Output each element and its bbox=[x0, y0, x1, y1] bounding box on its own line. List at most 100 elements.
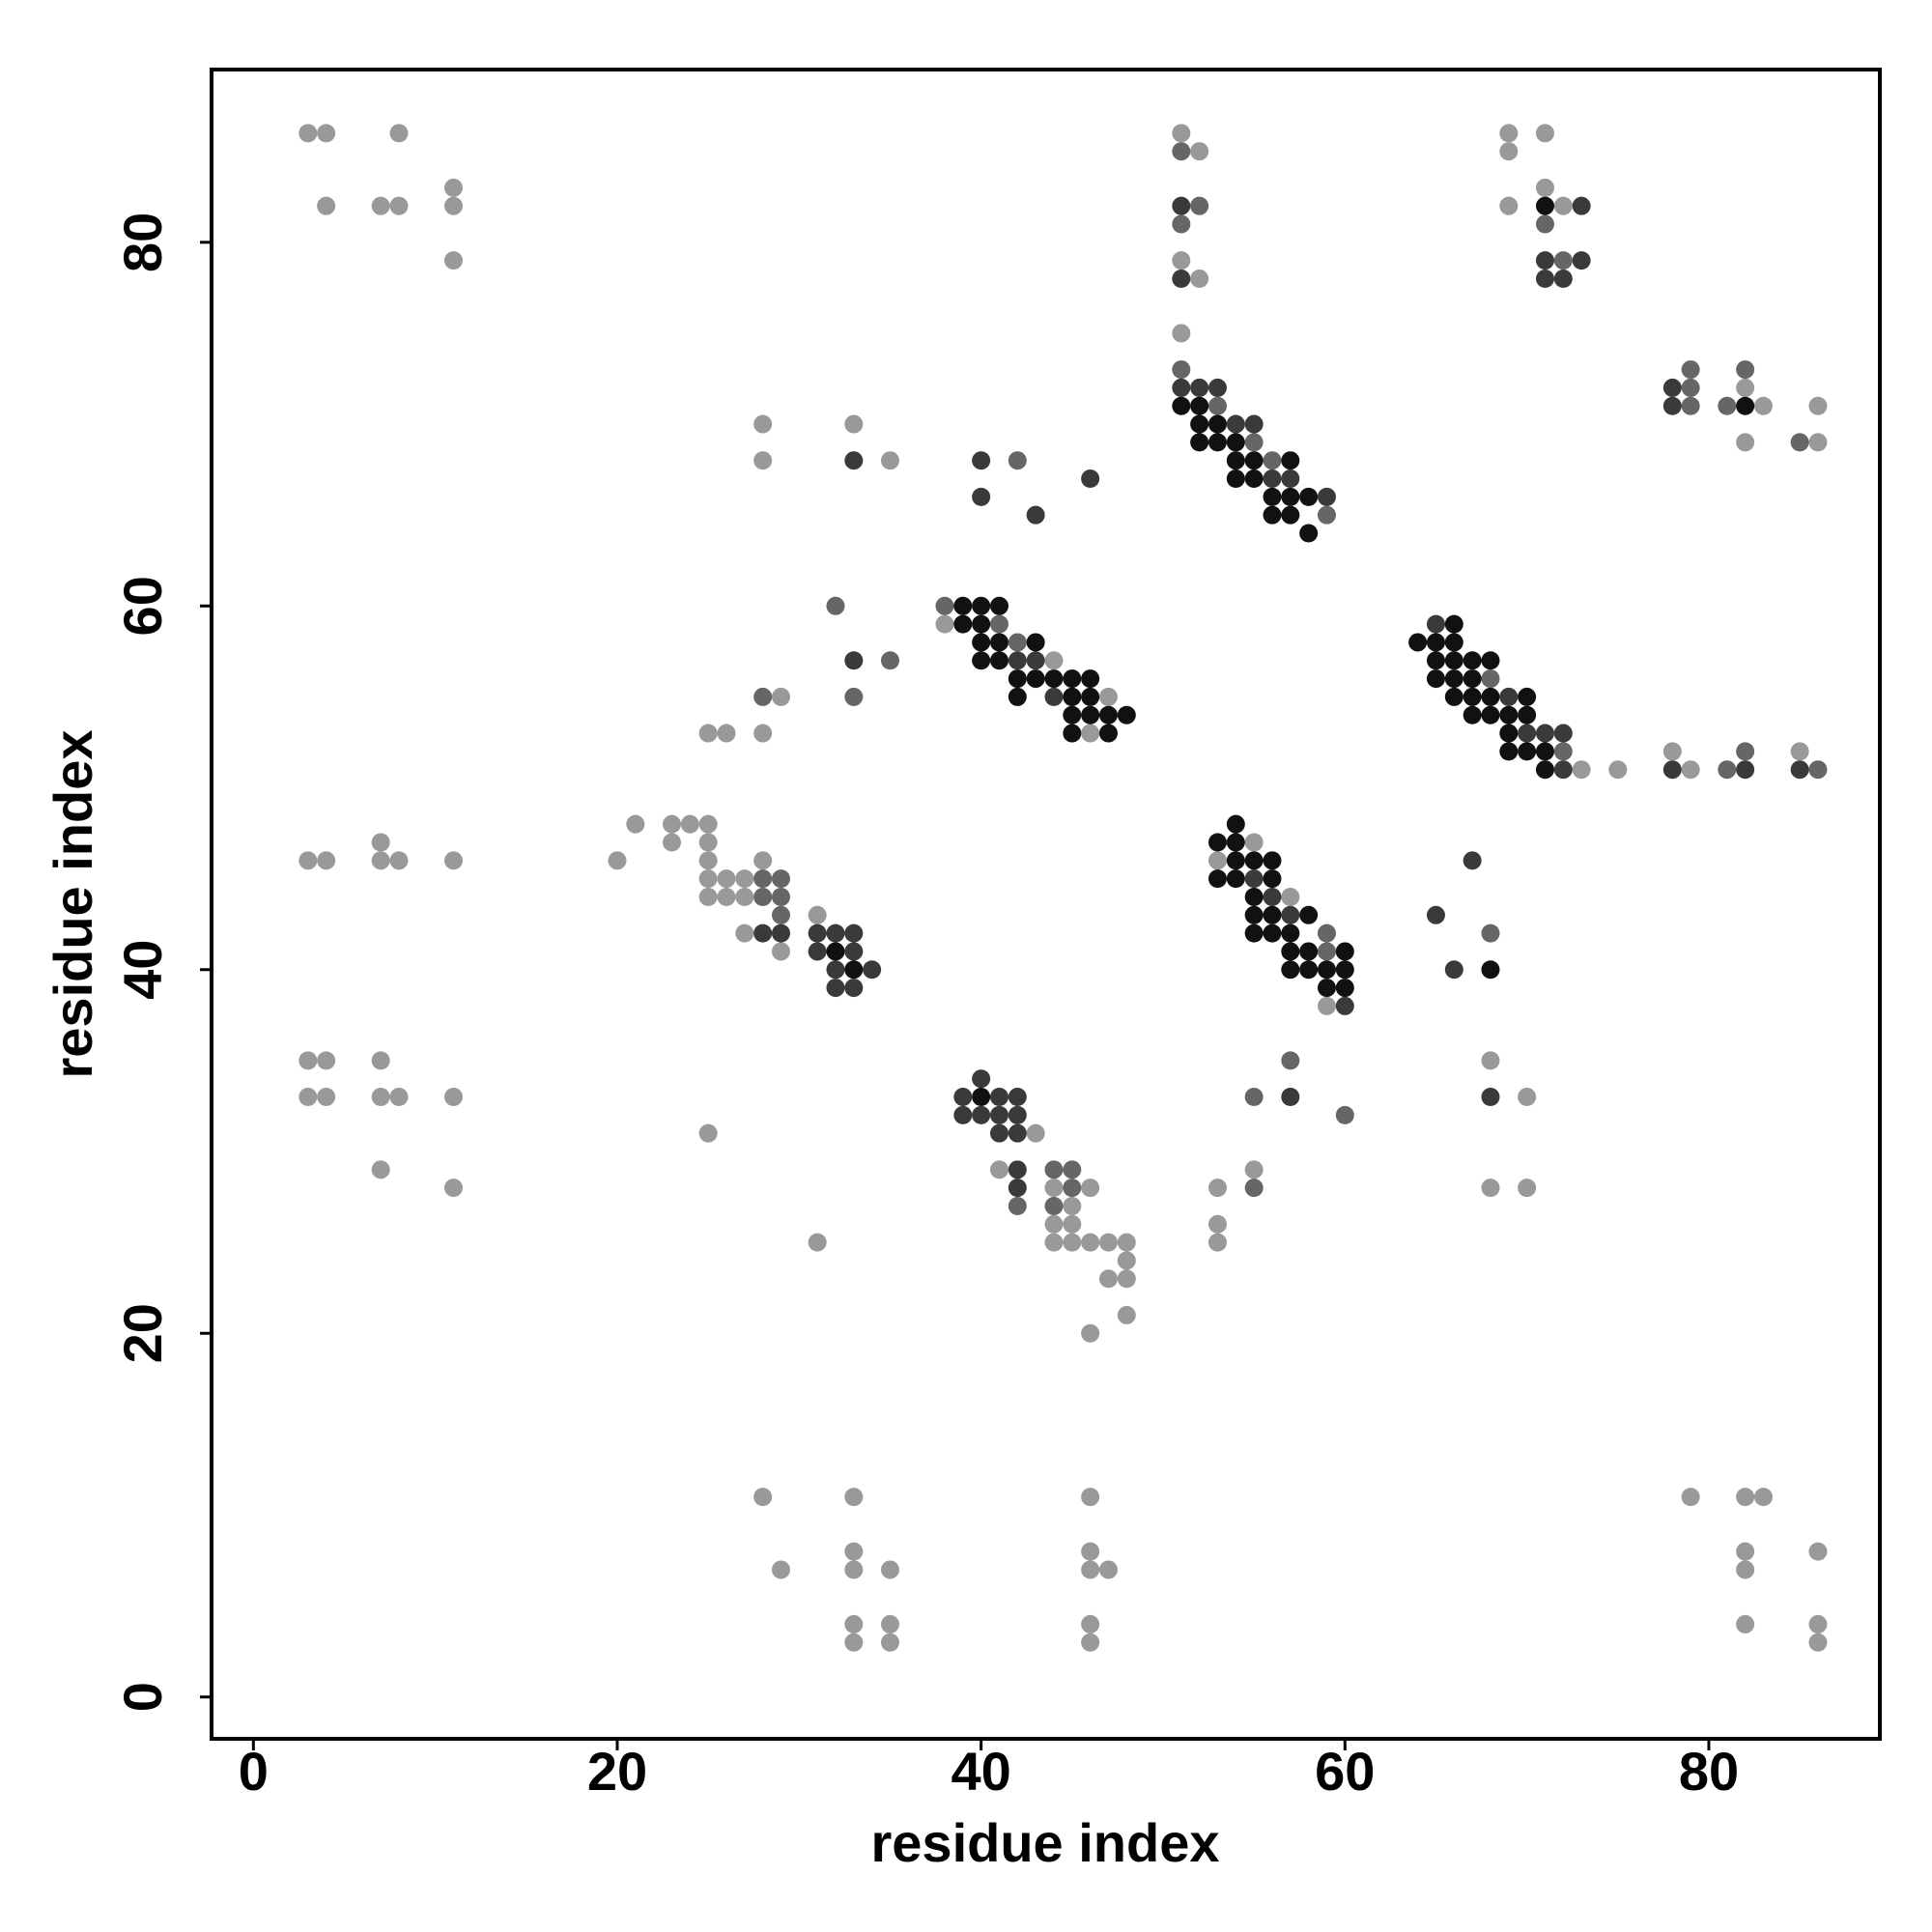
contact-point bbox=[1244, 469, 1264, 489]
contact-point bbox=[1317, 923, 1336, 943]
contact-point bbox=[317, 851, 336, 870]
contact-point bbox=[844, 1560, 864, 1579]
contact-point bbox=[808, 905, 827, 924]
contact-point bbox=[1263, 923, 1282, 943]
contact-point bbox=[1172, 396, 1191, 415]
contact-point bbox=[989, 1105, 1009, 1124]
contact-point bbox=[1063, 1196, 1082, 1215]
contact-point bbox=[1208, 1214, 1227, 1234]
contact-point bbox=[735, 887, 754, 906]
contact-point bbox=[443, 196, 463, 215]
contact-point bbox=[1244, 1179, 1264, 1198]
contact-point bbox=[1553, 724, 1573, 743]
contact-point bbox=[1044, 1214, 1064, 1234]
contact-point bbox=[317, 124, 336, 143]
contact-point bbox=[1172, 324, 1191, 343]
contact-point bbox=[1317, 996, 1336, 1015]
contact-point bbox=[1335, 1105, 1354, 1124]
contact-point bbox=[1736, 1614, 1755, 1634]
contact-point bbox=[935, 596, 954, 615]
contact-point bbox=[1481, 1051, 1500, 1070]
contact-point bbox=[844, 414, 864, 434]
contact-point bbox=[698, 887, 718, 906]
contact-point bbox=[1098, 1269, 1118, 1289]
contact-point bbox=[753, 724, 773, 743]
contact-point bbox=[1263, 487, 1282, 506]
contact-point bbox=[1244, 905, 1264, 924]
contact-point bbox=[1736, 1542, 1755, 1561]
contact-point bbox=[1281, 505, 1300, 525]
contact-point bbox=[443, 251, 463, 270]
contact-point bbox=[844, 960, 864, 980]
contact-point bbox=[608, 851, 627, 870]
contact-point bbox=[1426, 614, 1445, 634]
contact-point bbox=[753, 687, 773, 706]
contact-point bbox=[1444, 960, 1463, 980]
contact-point bbox=[1463, 669, 1482, 689]
contact-point bbox=[1172, 360, 1191, 380]
contact-point bbox=[443, 1179, 463, 1198]
contact-point bbox=[1426, 633, 1445, 652]
contact-point bbox=[1044, 1160, 1064, 1179]
contact-point bbox=[844, 923, 864, 943]
contact-point bbox=[1263, 469, 1282, 489]
contact-point bbox=[1117, 705, 1136, 724]
contact-point bbox=[808, 923, 827, 943]
contact-point bbox=[1281, 1051, 1300, 1070]
contact-point bbox=[1063, 1214, 1082, 1234]
contact-point bbox=[771, 687, 790, 706]
contact-point bbox=[1808, 760, 1828, 780]
y-tick-label: 80 bbox=[112, 213, 173, 272]
contact-point bbox=[1518, 687, 1537, 706]
contact-point bbox=[1081, 1560, 1100, 1579]
contact-point bbox=[844, 651, 864, 670]
contact-point bbox=[698, 851, 718, 870]
contact-point bbox=[1808, 433, 1828, 452]
contact-point bbox=[1244, 869, 1264, 889]
contact-point bbox=[972, 487, 991, 506]
contact-point bbox=[880, 451, 899, 470]
contact-point bbox=[717, 887, 736, 906]
contact-point bbox=[371, 851, 390, 870]
contact-point bbox=[1044, 1179, 1064, 1198]
contact-point bbox=[1335, 960, 1354, 980]
y-tick-label: 60 bbox=[112, 576, 173, 636]
plot-frame bbox=[210, 68, 1882, 1741]
contact-point bbox=[1299, 960, 1319, 980]
contact-point bbox=[389, 124, 409, 143]
contact-point bbox=[1081, 669, 1100, 689]
contact-point bbox=[953, 1105, 973, 1124]
contact-point bbox=[1081, 1488, 1100, 1507]
contact-point bbox=[1008, 1123, 1027, 1143]
contact-point bbox=[1081, 469, 1100, 489]
contact-point bbox=[1226, 833, 1245, 852]
contact-point bbox=[1244, 433, 1264, 452]
contact-point bbox=[1662, 378, 1682, 397]
contact-point bbox=[1244, 451, 1264, 470]
contact-point bbox=[1662, 742, 1682, 761]
x-axis-label: residue index bbox=[870, 1812, 1219, 1873]
contact-point bbox=[1244, 414, 1264, 434]
x-tick-label: 60 bbox=[1315, 1741, 1375, 1802]
contact-point bbox=[1518, 1088, 1537, 1107]
contact-point bbox=[1172, 142, 1191, 161]
contact-point bbox=[1190, 396, 1209, 415]
contact-point bbox=[1263, 851, 1282, 870]
contact-point bbox=[972, 614, 991, 634]
contact-point bbox=[1718, 760, 1737, 780]
contact-point bbox=[1098, 724, 1118, 743]
contact-point bbox=[1008, 633, 1027, 652]
contact-point bbox=[1317, 487, 1336, 506]
contact-point bbox=[1463, 851, 1482, 870]
contact-point bbox=[1244, 833, 1264, 852]
contact-point bbox=[698, 1123, 718, 1143]
contact-point bbox=[1317, 942, 1336, 961]
contact-point bbox=[1208, 378, 1227, 397]
y-tick-label: 0 bbox=[112, 1682, 173, 1712]
contact-point bbox=[1226, 433, 1245, 452]
contact-point bbox=[1499, 142, 1519, 161]
contact-point bbox=[1263, 505, 1282, 525]
contact-point bbox=[1426, 651, 1445, 670]
contact-point bbox=[1117, 1305, 1136, 1324]
contact-point bbox=[1572, 760, 1591, 780]
